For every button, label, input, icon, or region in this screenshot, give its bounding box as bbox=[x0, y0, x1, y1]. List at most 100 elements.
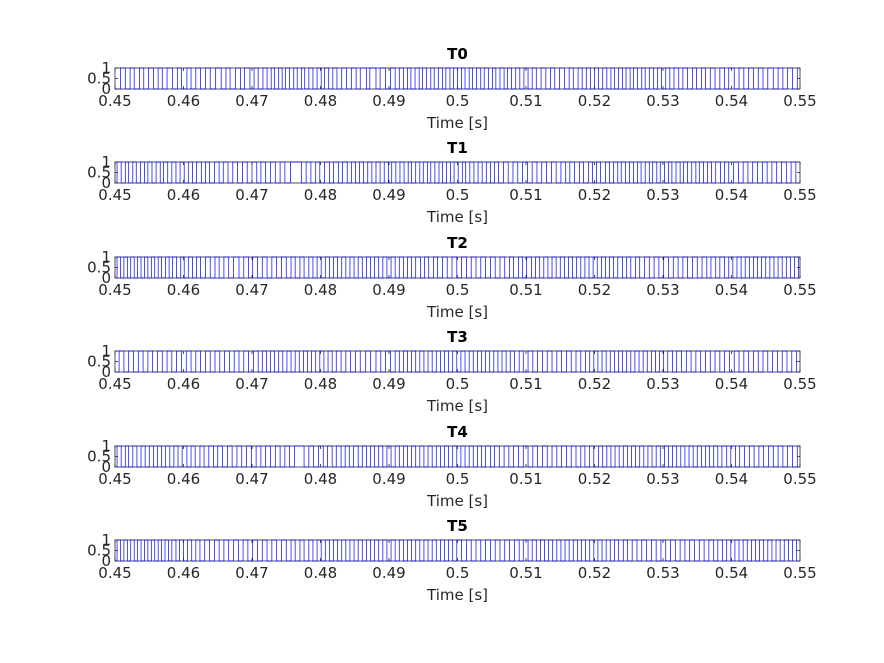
y-tick-label: 0 bbox=[101, 458, 111, 476]
x-tick-label: 0.52 bbox=[578, 470, 611, 488]
axes-box bbox=[114, 539, 801, 562]
y-tick-label: 0.5 bbox=[87, 259, 111, 277]
subplot-t3: 0.45 0.46 0.47 0.48 0.49 0.5 0.51 0.52 0.53 0.54 0… bbox=[87, 328, 817, 415]
x-tick-label: 0.51 bbox=[509, 186, 542, 204]
y-tick-label: 0.5 bbox=[87, 448, 111, 466]
x-tick-label: 0.46 bbox=[167, 186, 200, 204]
y-tick-label: 0.5 bbox=[87, 542, 111, 560]
x-tick-label: 0.5 bbox=[446, 92, 470, 110]
signal-line bbox=[115, 256, 800, 279]
x-tick-label: 0.52 bbox=[578, 186, 611, 204]
x-tick-label: 0.55 bbox=[783, 564, 816, 582]
y-tick-label: 1 bbox=[101, 59, 111, 77]
x-tick-label: 0.45 bbox=[98, 281, 131, 299]
x-tick-label: 0.5 bbox=[446, 375, 470, 393]
x-tick-label: 0.51 bbox=[509, 92, 542, 110]
x-tick-label: 0.5 bbox=[446, 281, 470, 299]
x-tick-label: 0.54 bbox=[715, 564, 748, 582]
x-tick-label: 0.55 bbox=[783, 281, 816, 299]
signal-line bbox=[115, 161, 800, 184]
x-tick-label: 0.46 bbox=[167, 281, 200, 299]
x-tick-label: 0.48 bbox=[304, 186, 337, 204]
x-tick-label: 0.54 bbox=[715, 281, 748, 299]
subplot-title: T1 bbox=[447, 139, 468, 157]
x-tick-label: 0.51 bbox=[509, 564, 542, 582]
x-tick-label: 0.49 bbox=[372, 92, 405, 110]
x-tick-label: 0.53 bbox=[646, 186, 679, 204]
x-tick-label: 0.47 bbox=[235, 470, 268, 488]
x-tick-label: 0.48 bbox=[304, 375, 337, 393]
x-tick-label: 0.48 bbox=[304, 92, 337, 110]
axes-box bbox=[114, 350, 801, 373]
x-tick-label: 0.49 bbox=[372, 375, 405, 393]
x-tick-label: 0.46 bbox=[167, 564, 200, 582]
x-tick-label: 0.53 bbox=[646, 375, 679, 393]
x-tick-label: 0.54 bbox=[715, 375, 748, 393]
y-tick-label: 0 bbox=[101, 269, 111, 287]
y-tick-label: 0.5 bbox=[87, 70, 111, 88]
y-tick-label: 0 bbox=[101, 363, 111, 381]
axes-box bbox=[114, 161, 801, 184]
x-tick-label: 0.48 bbox=[304, 564, 337, 582]
x-tick-label: 0.47 bbox=[235, 281, 268, 299]
x-tick-label: 0.47 bbox=[235, 564, 268, 582]
x-tick-label: 0.48 bbox=[304, 470, 337, 488]
x-tick-label: 0.5 bbox=[446, 470, 470, 488]
x-tick-label: 0.46 bbox=[167, 375, 200, 393]
x-tick-label: 0.47 bbox=[235, 375, 268, 393]
signal-line bbox=[115, 445, 800, 468]
x-tick-label: 0.51 bbox=[509, 470, 542, 488]
y-tick-label: 1 bbox=[101, 437, 111, 455]
y-tick-label: 1 bbox=[101, 153, 111, 171]
y-tick-label: 1 bbox=[101, 248, 111, 266]
x-tick-label: 0.45 bbox=[98, 470, 131, 488]
x-tick-label: 0.45 bbox=[98, 375, 131, 393]
x-tick-label: 0.55 bbox=[783, 470, 816, 488]
subplot-title: T2 bbox=[447, 234, 468, 252]
y-tick-label: 1 bbox=[101, 531, 111, 549]
x-tick-label: 0.52 bbox=[578, 92, 611, 110]
x-tick-label: 0.45 bbox=[98, 564, 131, 582]
x-tick-label: 0.54 bbox=[715, 186, 748, 204]
x-tick-label: 0.53 bbox=[646, 564, 679, 582]
x-tick-label: 0.49 bbox=[372, 281, 405, 299]
x-tick-label: 0.48 bbox=[304, 281, 337, 299]
y-tick-label: 0.5 bbox=[87, 353, 111, 371]
y-tick-label: 0 bbox=[101, 174, 111, 192]
x-tick-label: 0.46 bbox=[167, 470, 200, 488]
x-tick-label: 0.49 bbox=[372, 470, 405, 488]
subplot-t1: 0.45 0.46 0.47 0.48 0.49 0.5 0.51 0.52 0.53 0.54 0… bbox=[87, 139, 817, 226]
x-tick-label: 0.53 bbox=[646, 281, 679, 299]
x-axis-label: Time [s] bbox=[426, 303, 488, 321]
x-tick-label: 0.54 bbox=[715, 92, 748, 110]
x-tick-label: 0.47 bbox=[235, 92, 268, 110]
x-axis-label: Time [s] bbox=[426, 492, 488, 510]
subplot-title: T5 bbox=[447, 517, 468, 535]
x-tick-label: 0.46 bbox=[167, 92, 200, 110]
x-tick-label: 0.5 bbox=[446, 564, 470, 582]
y-tick-label: 0.5 bbox=[87, 164, 111, 182]
x-tick-label: 0.49 bbox=[372, 186, 405, 204]
x-axis-label: Time [s] bbox=[426, 114, 488, 132]
subplot-t4: 0.45 0.46 0.47 0.48 0.49 0.5 0.51 0.52 0.53 0.54 0… bbox=[87, 423, 817, 510]
x-tick-label: 0.53 bbox=[646, 470, 679, 488]
signal-line bbox=[115, 67, 800, 90]
x-tick-label: 0.54 bbox=[715, 470, 748, 488]
subplot-title: T0 bbox=[447, 45, 468, 63]
x-tick-label: 0.52 bbox=[578, 564, 611, 582]
x-tick-label: 0.55 bbox=[783, 186, 816, 204]
x-tick-label: 0.45 bbox=[98, 186, 131, 204]
x-tick-label: 0.51 bbox=[509, 281, 542, 299]
x-axis-label: Time [s] bbox=[426, 397, 488, 415]
subplot-t2: 0.45 0.46 0.47 0.48 0.49 0.5 0.51 0.52 0.53 0.54 0… bbox=[87, 234, 817, 321]
y-tick-label: 0 bbox=[101, 552, 111, 570]
y-tick-label: 1 bbox=[101, 342, 111, 360]
x-tick-label: 0.49 bbox=[372, 564, 405, 582]
signal-line bbox=[115, 350, 800, 373]
subplot-t0: 0.45 0.46 0.47 0.48 0.49 0.5 0.51 0.52 0.53 0.54 0… bbox=[87, 45, 817, 132]
subplot-title: T4 bbox=[447, 423, 468, 441]
x-tick-label: 0.5 bbox=[446, 186, 470, 204]
subplot-title: T3 bbox=[447, 328, 468, 346]
x-axis-label: Time [s] bbox=[426, 586, 488, 604]
